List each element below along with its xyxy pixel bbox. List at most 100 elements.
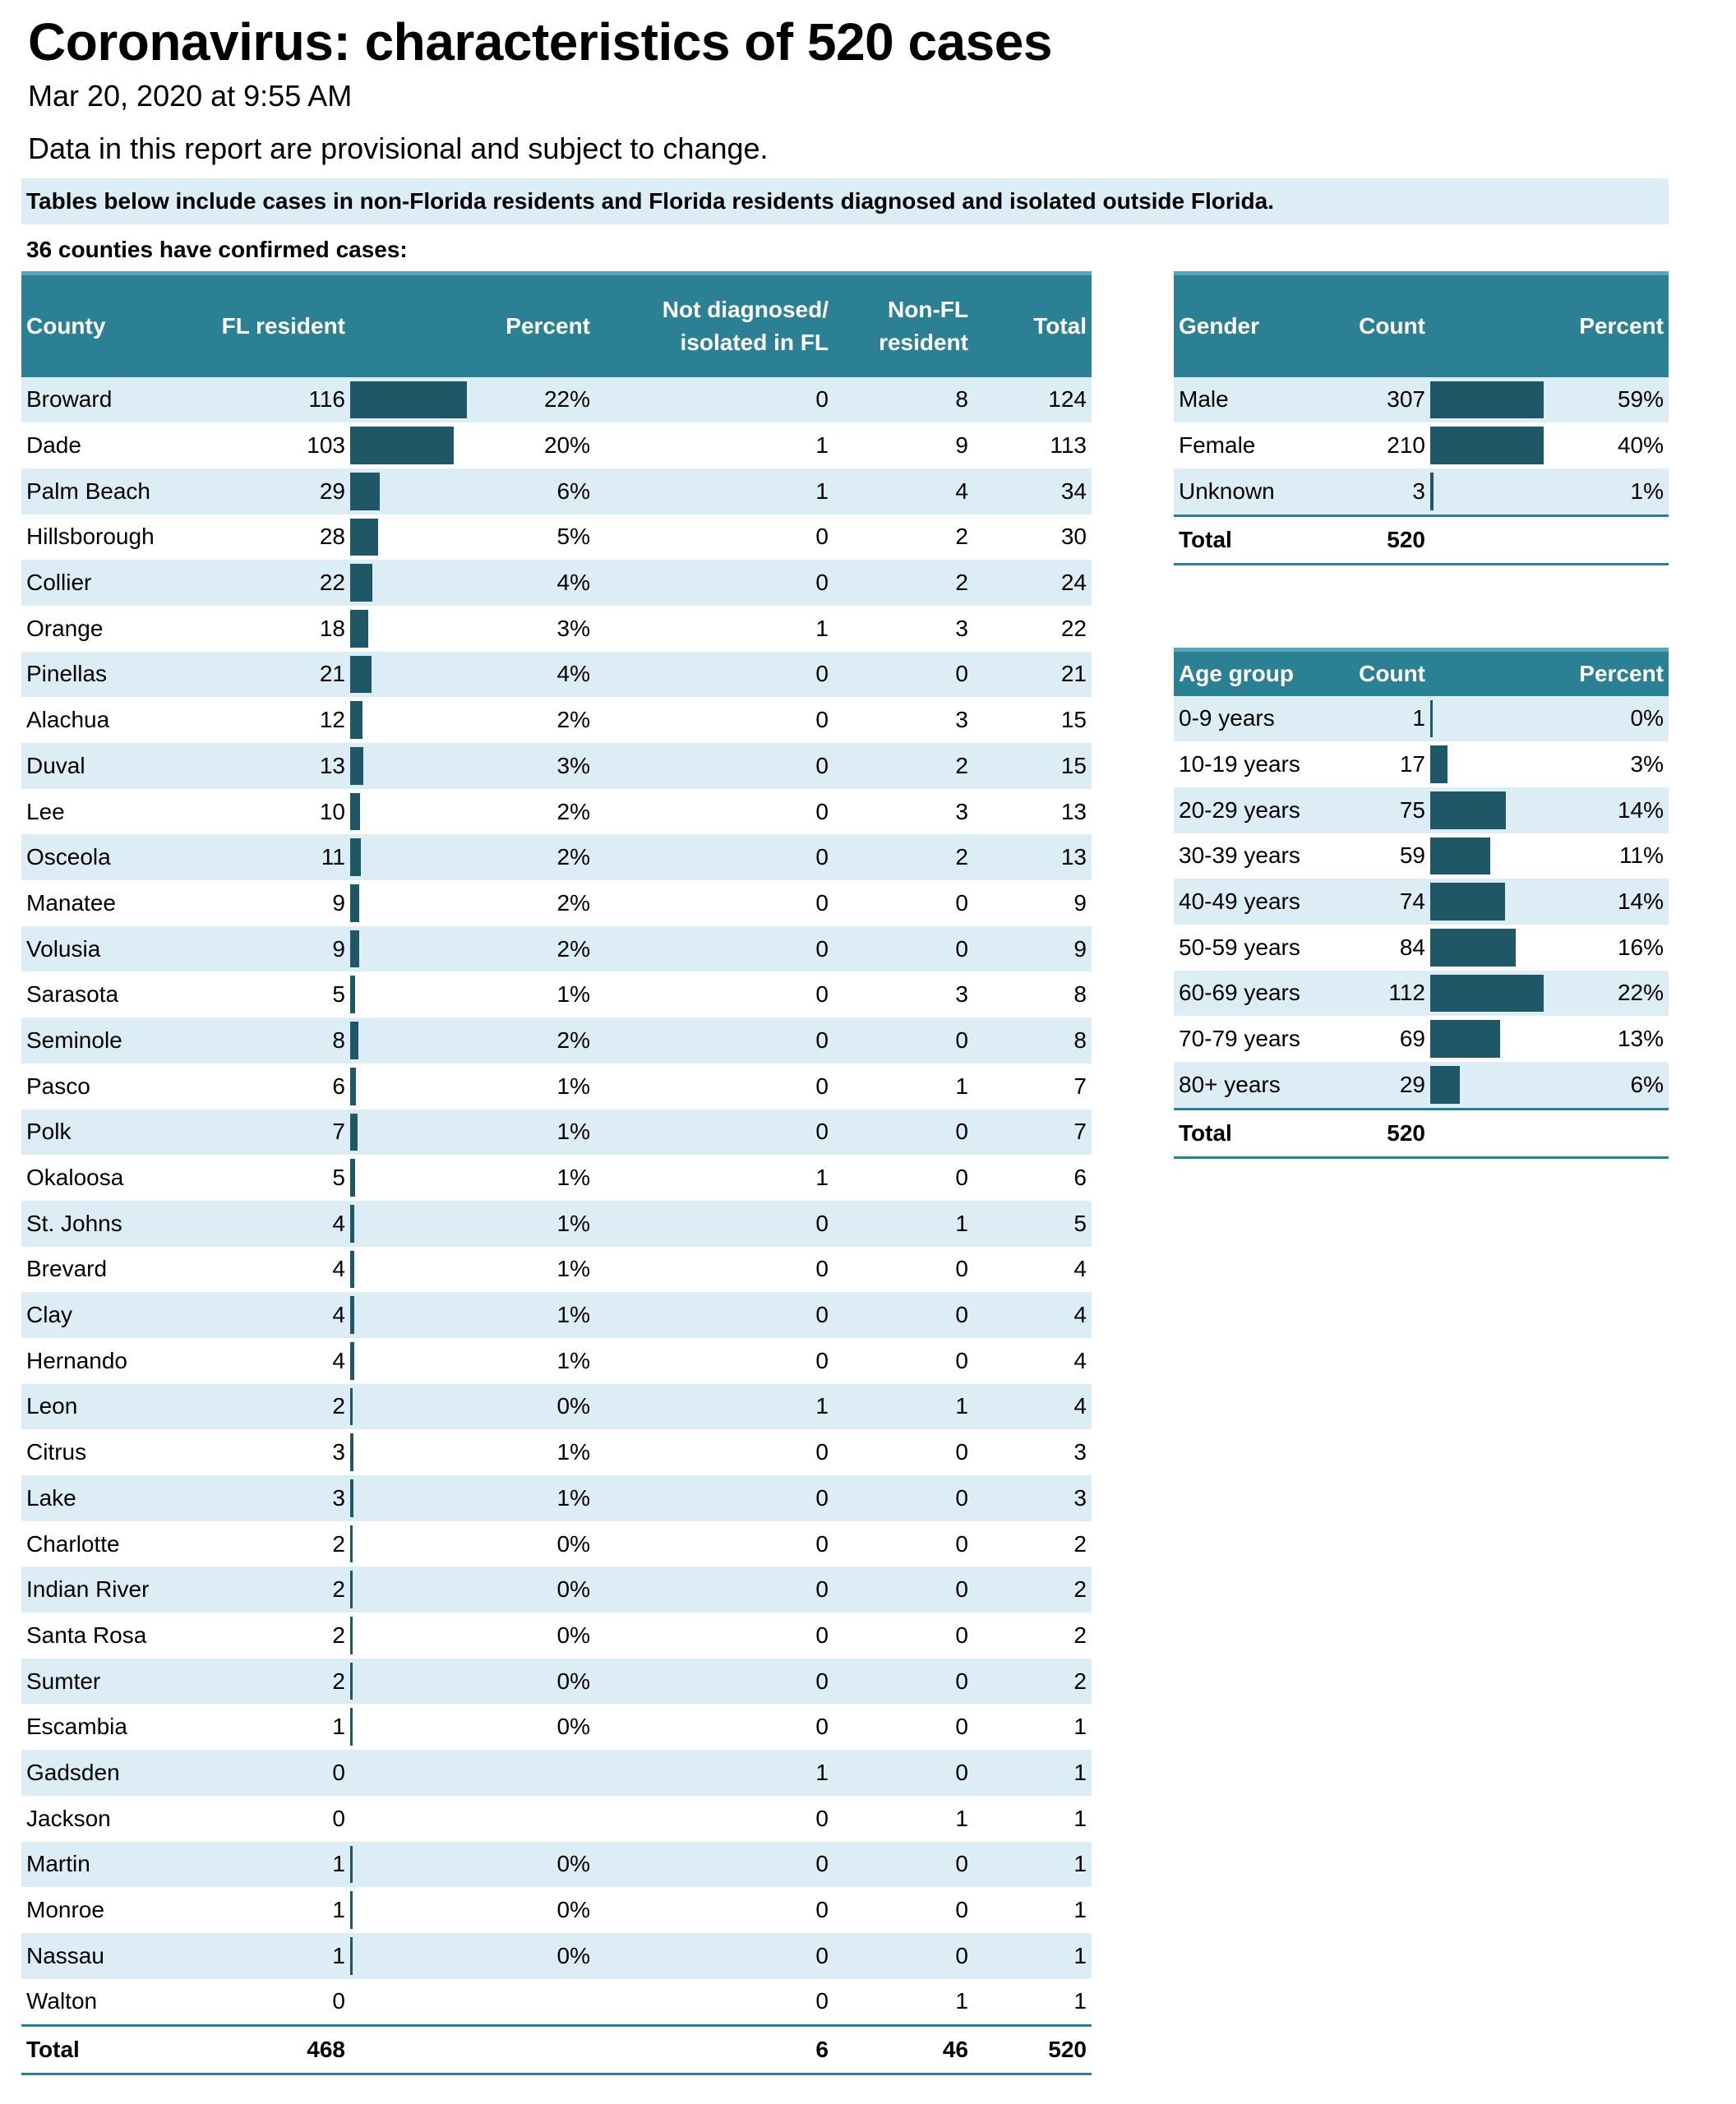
age-group-count: 74 — [1338, 879, 1430, 925]
total-count: 2 — [973, 1613, 1092, 1659]
counties-count-label: 36 counties have confirmed cases: — [26, 237, 408, 262]
table-row: Escambia 1 0% 0 0 1 — [21, 1704, 1092, 1751]
percent-value: 1% — [473, 1292, 595, 1338]
fl-resident-count: 1 — [178, 1704, 350, 1751]
age-group-bar-fill — [1430, 883, 1506, 920]
percent-value: 2% — [473, 697, 595, 743]
gender-count: 307 — [1338, 376, 1430, 423]
percent-value: 1% — [473, 1475, 595, 1521]
col-header-county: County — [21, 271, 178, 377]
fl-resident-bar — [350, 834, 473, 881]
total-count: 34 — [973, 468, 1092, 514]
fl-resident-count: 3 — [178, 1475, 350, 1521]
age-group-label: 50-59 years — [1174, 924, 1338, 971]
table-row: Okaloosa 5 1% 1 0 6 — [21, 1155, 1092, 1201]
fl-resident-bar-fill — [350, 381, 467, 419]
percent-value: 5% — [473, 514, 595, 561]
age-total-count: 520 — [1338, 1107, 1430, 1159]
fl-resident-bar-fill — [350, 518, 379, 556]
non-fl-count: 1 — [833, 1383, 973, 1430]
percent-value: 1% — [473, 1246, 595, 1293]
table-row: Gadsden 0 1 0 1 — [21, 1750, 1092, 1796]
county-name: Polk — [21, 1109, 178, 1156]
percent-value: 1% — [473, 1200, 595, 1247]
not-diagnosed-count: 1 — [595, 1383, 833, 1430]
non-fl-count: 0 — [833, 651, 973, 698]
age-table: Age group Count Percent 0-9 years 1 0% 10-1… — [1174, 648, 1669, 1159]
total-count: 24 — [973, 560, 1092, 606]
fl-resident-bar — [350, 743, 473, 789]
table-row: Osceola 11 2% 0 2 13 — [21, 834, 1092, 881]
gender-label: Unknown — [1174, 468, 1338, 516]
not-diagnosed-count: 0 — [595, 1887, 833, 1933]
table-row: Walton 0 0 1 1 — [21, 1978, 1092, 2026]
gender-bar-fill — [1430, 472, 1434, 510]
percent-value: 0% — [473, 1887, 595, 1933]
not-diagnosed-count: 0 — [595, 1841, 833, 1888]
age-group-bar-fill — [1430, 928, 1516, 967]
fl-resident-bar — [350, 1841, 473, 1888]
county-name: St. Johns — [21, 1200, 178, 1247]
fl-resident-bar — [350, 1063, 473, 1110]
fl-resident-bar-fill — [350, 1617, 353, 1654]
fl-resident-bar — [350, 1932, 473, 1979]
total-count: 8 — [973, 971, 1092, 1018]
not-diagnosed-count: 0 — [595, 1200, 833, 1247]
fl-resident-bar-fill — [350, 1067, 357, 1105]
not-diagnosed-count: 1 — [595, 605, 833, 652]
county-name: Clay — [21, 1292, 178, 1338]
table-row: Lee 10 2% 0 3 13 — [21, 788, 1092, 835]
fl-resident-bar-fill — [350, 427, 455, 464]
percent-value: 22% — [473, 376, 595, 423]
fl-resident-count: 1 — [178, 1887, 350, 1933]
percent-value: 0% — [473, 1841, 595, 1888]
age-group-bar-fill — [1430, 1020, 1501, 1058]
percent-value: 2% — [473, 925, 595, 972]
gender-bar-fill — [1430, 427, 1544, 464]
fl-resident-count: 0 — [178, 1795, 350, 1842]
fl-resident-bar-fill — [350, 1662, 353, 1700]
total-count: 1 — [973, 1795, 1092, 1842]
not-diagnosed-count: 0 — [595, 1017, 833, 1064]
col-header-gender-count: Count — [1338, 271, 1430, 377]
non-fl-count: 0 — [833, 1841, 973, 1888]
table-row: Lake 3 1% 0 0 3 — [21, 1475, 1092, 1521]
percent-value: 3% — [473, 743, 595, 789]
not-diagnosed-count: 0 — [595, 925, 833, 972]
table-row: Duval 13 3% 0 2 15 — [21, 743, 1092, 789]
fl-resident-bar — [350, 880, 473, 926]
fl-resident-count: 116 — [178, 376, 350, 423]
fl-resident-bar-fill — [350, 1891, 353, 1929]
age-group-row: 50-59 years 84 16% — [1174, 924, 1669, 971]
age-group-bar-fill — [1430, 699, 1433, 738]
fl-resident-bar — [350, 1887, 473, 1933]
not-diagnosed-count: 0 — [595, 1613, 833, 1659]
total-count: 4 — [973, 1337, 1092, 1384]
fl-resident-count: 103 — [178, 422, 350, 468]
fl-resident-count: 4 — [178, 1292, 350, 1338]
age-group-label: 10-19 years — [1174, 741, 1338, 787]
non-fl-count: 0 — [833, 1155, 973, 1201]
fl-resident-count: 5 — [178, 971, 350, 1018]
age-group-bar — [1430, 833, 1545, 879]
age-group-row: 30-39 years 59 11% — [1174, 833, 1669, 879]
age-group-percent: 14% — [1545, 879, 1669, 925]
age-group-row: 20-29 years 75 14% — [1174, 787, 1669, 833]
gender-label: Female — [1174, 422, 1338, 468]
age-group-count: 112 — [1338, 970, 1430, 1017]
county-name: Collier — [21, 560, 178, 606]
fl-resident-bar — [350, 1613, 473, 1659]
total-count: 4 — [973, 1292, 1092, 1338]
table-row: Citrus 3 1% 0 0 3 — [21, 1429, 1092, 1475]
total-count: 1 — [973, 1704, 1092, 1751]
total-count: 13 — [973, 834, 1092, 881]
non-fl-count: 2 — [833, 743, 973, 789]
fl-resident-bar-fill — [350, 1204, 354, 1243]
fl-resident-bar-fill — [350, 1525, 353, 1563]
county-name: Santa Rosa — [21, 1613, 178, 1659]
non-fl-count: 3 — [833, 788, 973, 835]
county-name: Indian River — [21, 1566, 178, 1613]
not-diagnosed-count: 0 — [595, 560, 833, 606]
fl-resident-count: 0 — [178, 1750, 350, 1796]
col-header-percent: Percent — [473, 271, 595, 377]
